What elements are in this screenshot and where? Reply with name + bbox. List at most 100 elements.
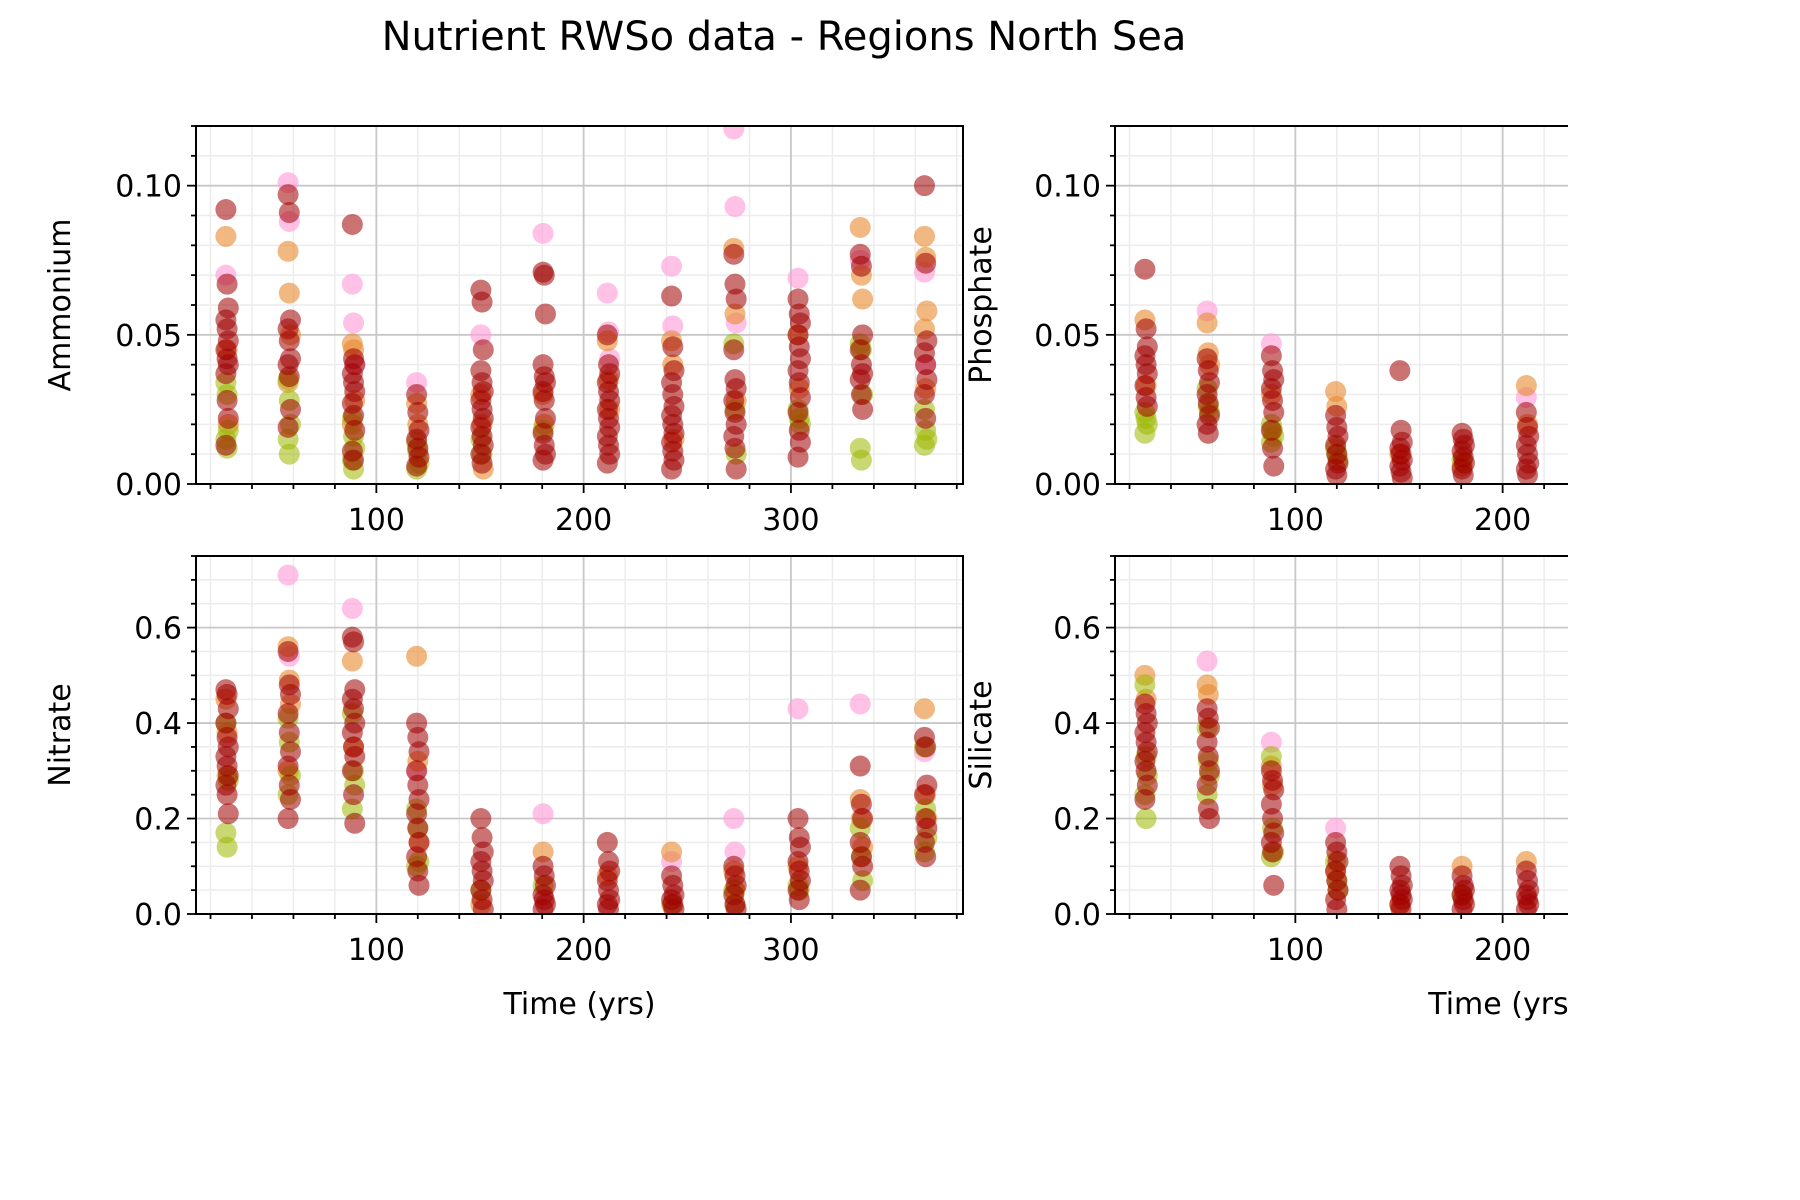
subplot-ammonium: 100 200 300 0.00 0.05 0.10 Ammonium xyxy=(43,125,964,538)
data-point xyxy=(913,384,935,405)
data-point xyxy=(787,446,809,468)
data-point xyxy=(215,363,237,385)
y-tick-label: 0.2 xyxy=(1053,803,1101,838)
data-point xyxy=(661,255,683,277)
data-point xyxy=(913,175,935,197)
data-point xyxy=(849,216,871,238)
data-point xyxy=(277,808,299,830)
data-point xyxy=(344,812,366,834)
data-point xyxy=(661,458,683,480)
data-point xyxy=(278,722,300,744)
y-tick-label: 0.10 xyxy=(1034,170,1101,205)
data-point xyxy=(662,336,684,358)
y-tick-label: 0.00 xyxy=(115,468,182,503)
data-point xyxy=(1136,395,1158,417)
data-point xyxy=(787,698,809,720)
data-point xyxy=(913,784,935,806)
subplot-phosphate: 100 200 0.00 0.05 0.10 Phosphate xyxy=(964,125,1568,538)
axes-frame xyxy=(1114,555,1568,915)
data-point xyxy=(406,645,428,667)
data-point xyxy=(1515,898,1537,914)
data-point xyxy=(277,564,299,586)
data-point xyxy=(216,784,238,806)
data-point xyxy=(724,437,746,459)
data-point xyxy=(278,282,300,304)
data-point xyxy=(278,202,300,224)
data-point xyxy=(1263,455,1285,477)
data-point xyxy=(534,303,556,325)
data-point xyxy=(277,240,299,262)
data-point xyxy=(277,703,299,725)
data-point xyxy=(723,126,745,140)
data-point xyxy=(723,808,745,830)
x-tick-label: 200 xyxy=(1474,933,1531,968)
data-point xyxy=(277,184,299,206)
data-point xyxy=(596,324,618,346)
y-tick-label: 0.2 xyxy=(134,803,182,838)
data-point xyxy=(1390,898,1412,914)
data-point xyxy=(343,784,365,806)
data-point xyxy=(1326,464,1348,484)
data-point xyxy=(279,683,301,705)
data-point xyxy=(277,640,299,662)
data-point xyxy=(343,312,365,334)
axes-frame xyxy=(195,555,964,915)
data-point xyxy=(915,407,937,429)
data-point xyxy=(406,384,428,405)
data-point xyxy=(532,222,554,244)
x-tick-label: 200 xyxy=(555,503,612,538)
y-tick-label: 0.0 xyxy=(134,898,182,933)
x-tick-label: 100 xyxy=(348,503,405,538)
data-point xyxy=(279,788,301,810)
y-tick-label: 0.05 xyxy=(115,319,182,354)
data-point xyxy=(341,273,363,295)
data-point xyxy=(1452,464,1474,484)
data-point xyxy=(913,434,935,456)
data-point xyxy=(532,449,554,471)
data-point xyxy=(472,898,494,914)
y-axis-label: Ammonium xyxy=(43,219,78,392)
y-tick-label: 0.0 xyxy=(1053,898,1101,933)
data-point xyxy=(407,401,429,423)
major-grid xyxy=(196,556,963,914)
figure-title: Nutrient RWSo data - Regions North Sea xyxy=(381,14,1187,60)
data-point xyxy=(215,199,237,221)
data-point xyxy=(1134,422,1156,444)
data-point xyxy=(1326,898,1348,914)
data-point xyxy=(278,330,300,352)
data-point xyxy=(596,452,618,474)
data-point xyxy=(849,879,871,901)
data-point xyxy=(216,836,238,858)
x-tick-label: 100 xyxy=(348,933,405,968)
data-point xyxy=(663,898,685,914)
data-point xyxy=(215,225,237,247)
data-point xyxy=(852,398,874,420)
y-tick-label: 0.4 xyxy=(134,707,182,742)
data-point xyxy=(1134,674,1156,696)
scatter-points xyxy=(1134,650,1540,914)
data-point xyxy=(217,407,239,429)
y-axis-label: Phosphate xyxy=(964,226,999,384)
data-point xyxy=(343,449,365,471)
data-point xyxy=(341,760,363,782)
data-point xyxy=(1135,318,1157,340)
y-tick-label: 0.05 xyxy=(1034,319,1101,354)
data-point xyxy=(532,898,554,914)
data-point xyxy=(1196,774,1218,796)
data-point xyxy=(661,285,683,307)
data-point xyxy=(408,741,430,763)
data-point xyxy=(852,288,874,310)
data-point xyxy=(1262,437,1284,459)
data-point xyxy=(787,808,809,830)
data-point xyxy=(471,452,493,474)
y-tick-label: 0.4 xyxy=(1053,707,1101,742)
data-point xyxy=(277,755,299,777)
data-point xyxy=(408,874,430,896)
data-point xyxy=(341,598,363,620)
data-point xyxy=(1451,898,1473,914)
x-axis-label: Time (yrs) xyxy=(502,987,655,1022)
data-point xyxy=(472,339,494,361)
x-tick-label: 300 xyxy=(762,503,819,538)
data-point xyxy=(916,300,938,322)
data-point xyxy=(532,803,554,825)
